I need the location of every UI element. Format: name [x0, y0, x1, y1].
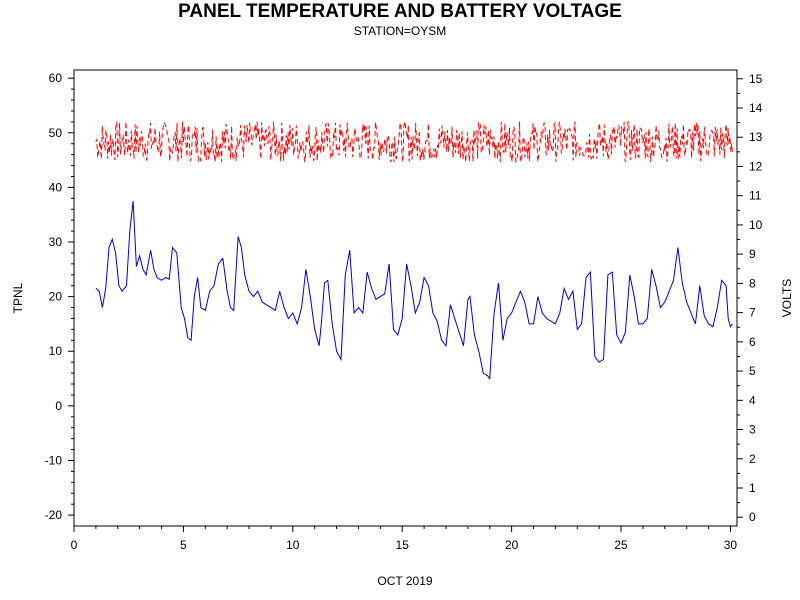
y-right-tick-label: 4 — [749, 393, 756, 407]
y-right-tick-label: 1 — [749, 481, 756, 495]
y-left-axis: -20 -10 0 10 20 30 40 50 60 — [45, 71, 74, 522]
y-right-tick-label: 10 — [749, 218, 763, 232]
y-right-tick-label: 5 — [749, 364, 756, 378]
y-right-tick-label: 12 — [749, 159, 763, 173]
x-tick-label: 20 — [505, 538, 519, 552]
x-tick-label: 10 — [286, 538, 300, 552]
y-left-tick-label: 0 — [55, 399, 62, 413]
y-left-tick-label: -10 — [45, 453, 63, 467]
y-left-tick-label: 50 — [49, 126, 63, 140]
y-right-tick-label: 14 — [749, 101, 763, 115]
y-left-tick-label: 20 — [49, 290, 63, 304]
x-tick-label: 0 — [71, 538, 78, 552]
y-right-tick-label: 2 — [749, 452, 756, 466]
y-right-tick-label: 6 — [749, 335, 756, 349]
y-right-tick-label: 9 — [749, 247, 756, 261]
y-left-axis-label: TPNL — [11, 282, 25, 313]
y-right-tick-label: 8 — [749, 276, 756, 290]
y-right-tick-label: 11 — [749, 189, 762, 203]
x-tick-label: 25 — [614, 538, 628, 552]
y-right-axis-label: VOLTS — [780, 279, 794, 317]
y-left-tick-label: 40 — [49, 180, 63, 194]
x-tick-label: 5 — [180, 538, 187, 552]
y-left-tick-label: 10 — [49, 344, 63, 358]
y-right-tick-label: 0 — [749, 510, 756, 524]
series-battery-voltage-line — [95, 120, 734, 163]
chart-subtitle: STATION=OYSM — [354, 24, 447, 38]
y-left-tick-label: 60 — [49, 71, 63, 85]
x-tick-label: 30 — [724, 538, 738, 552]
chart-title: PANEL TEMPERATURE AND BATTERY VOLTAGE — [178, 1, 622, 22]
y-left-tick-label: 30 — [49, 235, 63, 249]
y-right-tick-label: 13 — [749, 130, 763, 144]
x-axis: 0 5 10 15 20 25 30 — [71, 526, 738, 552]
y-right-tick-label: 7 — [749, 306, 756, 320]
y-right-tick-label: 15 — [749, 72, 763, 86]
series-layer — [95, 120, 734, 380]
x-tick-label: 15 — [396, 538, 410, 552]
x-axis-label: OCT 2019 — [377, 574, 432, 588]
series-panel-temperature-line — [95, 201, 733, 380]
y-right-tick-label: 3 — [749, 423, 756, 437]
y-left-tick-label: -20 — [45, 508, 63, 522]
